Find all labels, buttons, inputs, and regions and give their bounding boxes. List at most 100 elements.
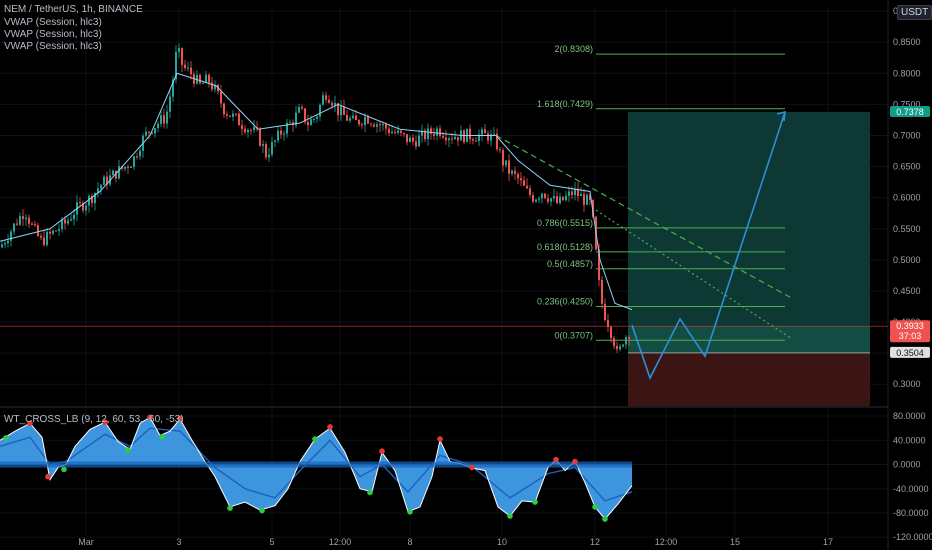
candle-body [100, 184, 102, 189]
cross-dot [507, 513, 513, 519]
loss-zone [628, 352, 870, 406]
cross-dot [45, 473, 51, 480]
candle-body [547, 198, 549, 202]
currency-badge[interactable]: USDT [897, 5, 932, 20]
candle-body [469, 128, 471, 140]
time-tick-label: 5 [269, 537, 274, 547]
current-price-tag-bg [890, 320, 930, 343]
candle-body [415, 141, 417, 147]
cross-dot [379, 448, 385, 454]
candle-body [238, 113, 240, 126]
candle-body [538, 198, 540, 200]
candle-body [130, 166, 132, 168]
candle-body [406, 134, 408, 143]
fib-label: 1.618(0.7429) [537, 99, 593, 109]
candle-body [553, 196, 555, 199]
candle-body [496, 133, 498, 150]
candle-body [418, 135, 420, 147]
candle-body [355, 115, 357, 120]
candle-body [400, 130, 402, 133]
candle-body [379, 124, 381, 126]
candle-body [154, 128, 156, 134]
candle-body [13, 223, 15, 232]
candle-body [511, 170, 513, 174]
candle-body [1, 244, 3, 248]
candle-body [181, 47, 183, 65]
current-price-tag-text: 0.3933 [896, 321, 924, 331]
candle-body [70, 219, 72, 221]
candle-body [586, 194, 588, 205]
candle-body [262, 144, 264, 146]
candle-body [115, 170, 117, 179]
indicator-vwap-2[interactable]: VWAP (Session, hlc3) [4, 29, 102, 40]
candle-body [448, 138, 450, 141]
candle-body [10, 231, 12, 241]
candle-body [346, 114, 348, 121]
candle-body [61, 219, 63, 230]
candle-body [223, 103, 225, 115]
candle-body [598, 249, 600, 281]
candle-body [280, 130, 282, 135]
candle-body [172, 79, 174, 97]
candle-body [205, 74, 207, 84]
projection-arrow-head [776, 110, 786, 122]
fib-label: 0.236(0.4250) [537, 297, 593, 307]
candle-body [388, 128, 390, 134]
candle-body [334, 102, 336, 106]
candle-body [601, 280, 603, 304]
candle-body [127, 166, 129, 168]
candle-body [580, 194, 582, 196]
candle-body [118, 166, 120, 179]
candle-body [613, 338, 615, 346]
candle-body [286, 122, 288, 134]
cross-dot [27, 420, 33, 427]
candle-body [532, 194, 534, 202]
symbol-title[interactable]: NEM / TetherUS, 1h, BINANCE [4, 4, 143, 15]
candle-body [16, 223, 18, 225]
time-tick-label: 15 [730, 537, 740, 547]
stop-price-tag: 0.3504 [890, 346, 930, 358]
candle-body [157, 123, 159, 129]
candle-body [328, 99, 330, 103]
target-price-tag-text: 0.7378 [896, 107, 924, 117]
candle-body [505, 160, 507, 166]
oscillator-title[interactable]: WT_CROSS_LB (9, 12, 60, 53, -60, -53) [4, 414, 184, 425]
candle-body [322, 95, 324, 105]
candle-body [229, 115, 231, 117]
candle-body [622, 344, 624, 347]
candle-body [367, 116, 369, 124]
candle-body [202, 83, 204, 85]
candle-body [373, 124, 375, 127]
candle-body [343, 106, 345, 115]
candle-body [364, 116, 366, 126]
oscillator-tick-label: 40.0000 [893, 435, 926, 445]
current-price-tag-text: 37:03 [899, 331, 922, 341]
candle-body [175, 51, 177, 80]
candle-body [82, 202, 84, 211]
candle-body [19, 216, 21, 225]
target-price-tag-bg [890, 105, 930, 117]
cross-dot [312, 436, 318, 442]
position-zones [0, 111, 888, 406]
candle-body [565, 195, 567, 201]
candle-body [577, 188, 579, 196]
candle-body [562, 196, 564, 201]
candle-body [214, 84, 216, 90]
price-tick-label: 0.6000 [893, 193, 921, 203]
candle-body [67, 220, 69, 224]
candle-body [265, 144, 267, 158]
candle-body [502, 150, 504, 166]
candle-body [184, 64, 186, 68]
candle-body [475, 140, 477, 142]
indicator-vwap-3[interactable]: VWAP (Session, hlc3) [4, 41, 102, 52]
candle-body [310, 119, 312, 126]
candle-body [124, 166, 126, 169]
candle-body [520, 178, 522, 181]
indicator-vwap-1[interactable]: VWAP (Session, hlc3) [4, 17, 102, 28]
candle-body [619, 346, 621, 350]
candle-body [319, 104, 321, 117]
candle-body [478, 134, 480, 142]
candle-body [241, 125, 243, 129]
